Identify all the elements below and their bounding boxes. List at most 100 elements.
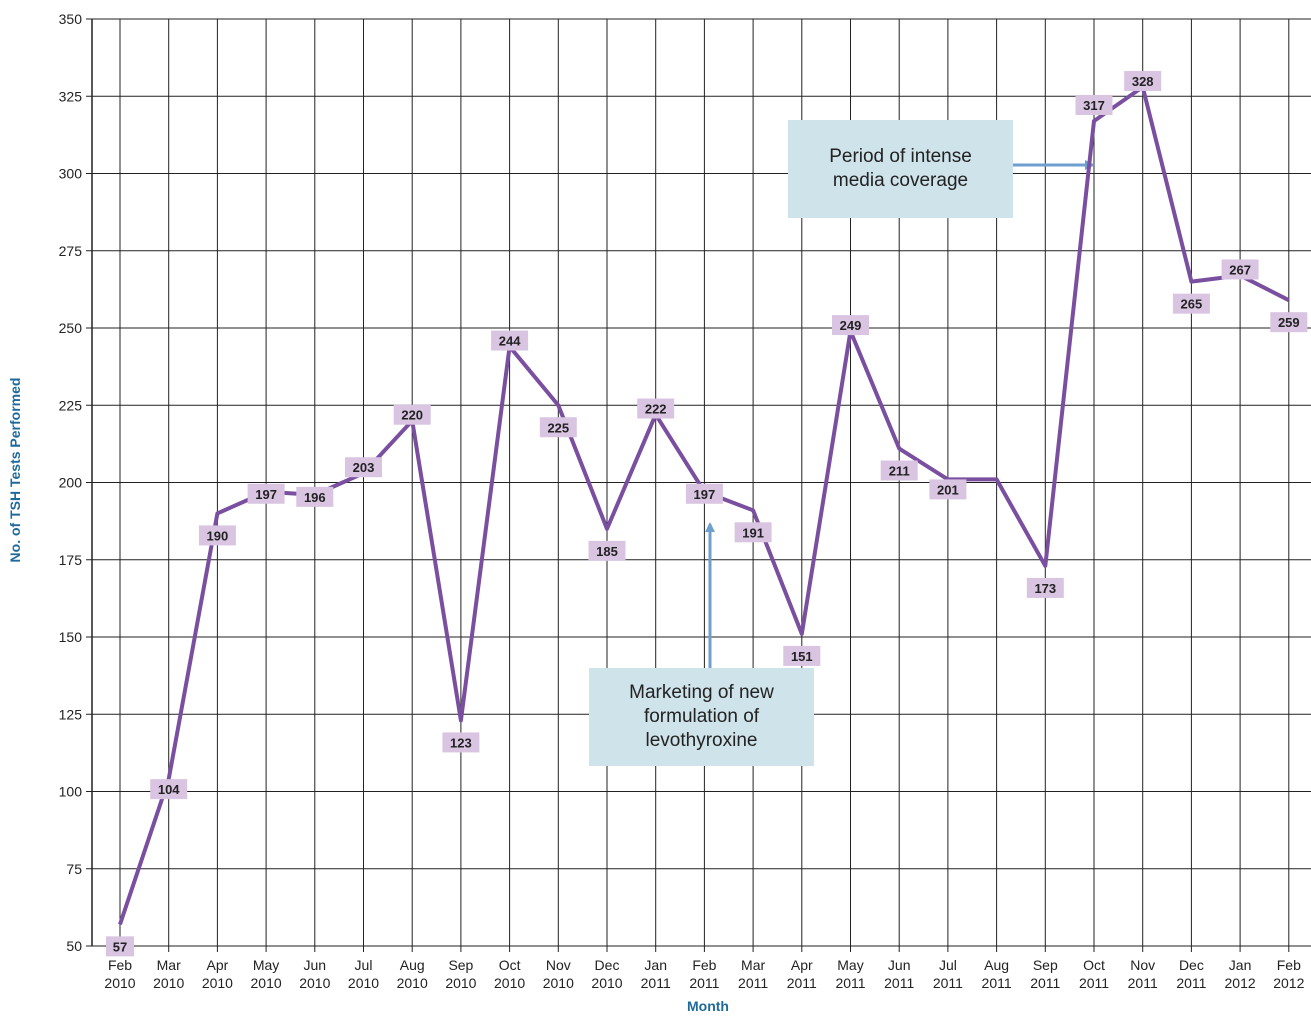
data-label: 191 bbox=[734, 522, 772, 543]
x-tick-label-month: Feb bbox=[108, 957, 132, 973]
data-label: 190 bbox=[198, 525, 236, 546]
x-tick-label-month: Dec bbox=[595, 957, 620, 973]
data-label: 197 bbox=[685, 483, 723, 504]
data-label: 104 bbox=[150, 779, 188, 800]
y-tick-label: 100 bbox=[59, 784, 83, 800]
data-label: 151 bbox=[783, 645, 821, 666]
x-tick-label-year: 2011 bbox=[1079, 975, 1109, 991]
data-label-bg bbox=[637, 398, 675, 419]
x-tick-label-month: Aug bbox=[984, 957, 1009, 973]
y-tick-label: 350 bbox=[59, 11, 83, 27]
data-label-text: 222 bbox=[645, 402, 667, 417]
data-label-text: 123 bbox=[450, 735, 472, 750]
data-label-bg bbox=[783, 645, 821, 666]
data-label-text: 197 bbox=[255, 487, 277, 502]
data-label: 222 bbox=[637, 398, 675, 419]
grid bbox=[92, 18, 1311, 952]
x-tick-label-month: Jul bbox=[939, 957, 957, 973]
data-label-bg bbox=[198, 525, 236, 546]
data-label: 265 bbox=[1172, 293, 1210, 314]
data-label: 201 bbox=[929, 479, 967, 500]
data-label: 259 bbox=[1270, 312, 1308, 333]
x-tick-label-month: Oct bbox=[1083, 957, 1105, 973]
data-label-text: 190 bbox=[207, 528, 229, 543]
data-label: 220 bbox=[393, 404, 431, 425]
x-tick-label-year: 2010 bbox=[591, 975, 622, 991]
data-label-bg bbox=[1221, 259, 1259, 280]
x-tick-label-year: 2010 bbox=[299, 975, 330, 991]
data-label-bg bbox=[539, 417, 577, 438]
data-label-bg bbox=[345, 457, 382, 478]
x-tick-label-month: Jul bbox=[355, 957, 373, 973]
x-tick-label-month: Sep bbox=[448, 957, 473, 973]
x-tick-label-month: Apr bbox=[791, 957, 813, 973]
data-label: 317 bbox=[1075, 94, 1113, 115]
y-tick-label: 200 bbox=[59, 475, 83, 491]
data-label-text: 265 bbox=[1181, 297, 1203, 312]
annotation-line: Period of intense bbox=[829, 146, 972, 167]
x-tick-label-year: 2011 bbox=[1176, 975, 1206, 991]
data-label: 249 bbox=[832, 315, 869, 336]
annotation-line: media coverage bbox=[832, 170, 969, 191]
data-label-bg bbox=[734, 522, 772, 543]
data-label-bg bbox=[1270, 312, 1308, 333]
x-tick-label-year: 2010 bbox=[543, 975, 574, 991]
y-tick-label: 225 bbox=[59, 397, 83, 413]
data-label-text: 317 bbox=[1083, 98, 1105, 113]
data-label: 203 bbox=[345, 457, 382, 478]
data-label-text: 57 bbox=[113, 939, 127, 954]
x-tick-label-year: 2012 bbox=[1273, 975, 1304, 991]
data-label-text: 244 bbox=[499, 334, 521, 349]
x-tick-label-year: 2011 bbox=[835, 975, 865, 991]
x-tick-label-month: Apr bbox=[207, 957, 229, 973]
data-label-text: 259 bbox=[1278, 315, 1300, 330]
x-tick-label-month: Aug bbox=[400, 957, 425, 973]
y-tick-label: 150 bbox=[59, 629, 83, 645]
data-label: 211 bbox=[880, 460, 918, 481]
data-label-bg bbox=[929, 479, 967, 500]
annotation-line: formulation of bbox=[643, 706, 760, 727]
x-tick-label-month: Feb bbox=[692, 957, 716, 973]
annotation-media-coverage: Period of intense media coverage bbox=[788, 120, 1013, 218]
data-label-text: 191 bbox=[742, 525, 764, 540]
x-tick-label-year: 2010 bbox=[153, 975, 184, 991]
data-label-text: 173 bbox=[1034, 581, 1056, 596]
data-label: 123 bbox=[442, 732, 480, 753]
data-label-text: 185 bbox=[596, 544, 618, 559]
y-tick-label: 300 bbox=[59, 166, 83, 182]
x-tick-label-year: 2011 bbox=[884, 975, 914, 991]
data-label-bg bbox=[1172, 293, 1210, 314]
data-label: 185 bbox=[588, 540, 626, 561]
y-tick-label: 325 bbox=[59, 88, 83, 104]
x-tick-label-year: 2010 bbox=[104, 975, 135, 991]
x-tick-label-month: Mar bbox=[741, 957, 765, 973]
data-label-bg bbox=[247, 483, 285, 504]
data-label-text: 201 bbox=[937, 482, 959, 497]
data-label-text: 267 bbox=[1229, 262, 1251, 277]
x-tick-label-year: 2011 bbox=[641, 975, 671, 991]
y-tick-label: 50 bbox=[66, 938, 82, 954]
x-tick-label-year: 2010 bbox=[494, 975, 525, 991]
data-label-bg bbox=[685, 483, 723, 504]
y-tick-label: 275 bbox=[59, 243, 83, 259]
data-label: 225 bbox=[539, 417, 577, 438]
x-tick-label-month: Feb bbox=[1277, 957, 1301, 973]
annotation-arrows bbox=[705, 160, 1095, 668]
x-tick-label-month: Nov bbox=[546, 957, 571, 973]
data-label-text: 151 bbox=[791, 649, 813, 664]
data-label-text: 203 bbox=[353, 460, 375, 475]
data-label-bg bbox=[832, 315, 869, 336]
data-labels: 57 104 190 197 196 203 220 123 244 225 185 222 197 19… bbox=[106, 70, 1308, 957]
axes: 50 75 100 125 150 175 200 225 250 275 300 325 350 Feb… bbox=[59, 11, 1305, 991]
x-tick-label-month: Jun bbox=[304, 957, 327, 973]
data-label: 197 bbox=[247, 483, 285, 504]
x-tick-label-month: Jan bbox=[1229, 957, 1252, 973]
data-label-bg bbox=[491, 330, 529, 351]
x-tick-label-month: Nov bbox=[1130, 957, 1155, 973]
x-tick-label-year: 2011 bbox=[982, 975, 1012, 991]
x-tick-label-month: May bbox=[253, 957, 279, 973]
data-label-bg bbox=[393, 404, 431, 425]
x-tick-label-year: 2012 bbox=[1225, 975, 1256, 991]
data-label-text: 197 bbox=[694, 487, 716, 502]
